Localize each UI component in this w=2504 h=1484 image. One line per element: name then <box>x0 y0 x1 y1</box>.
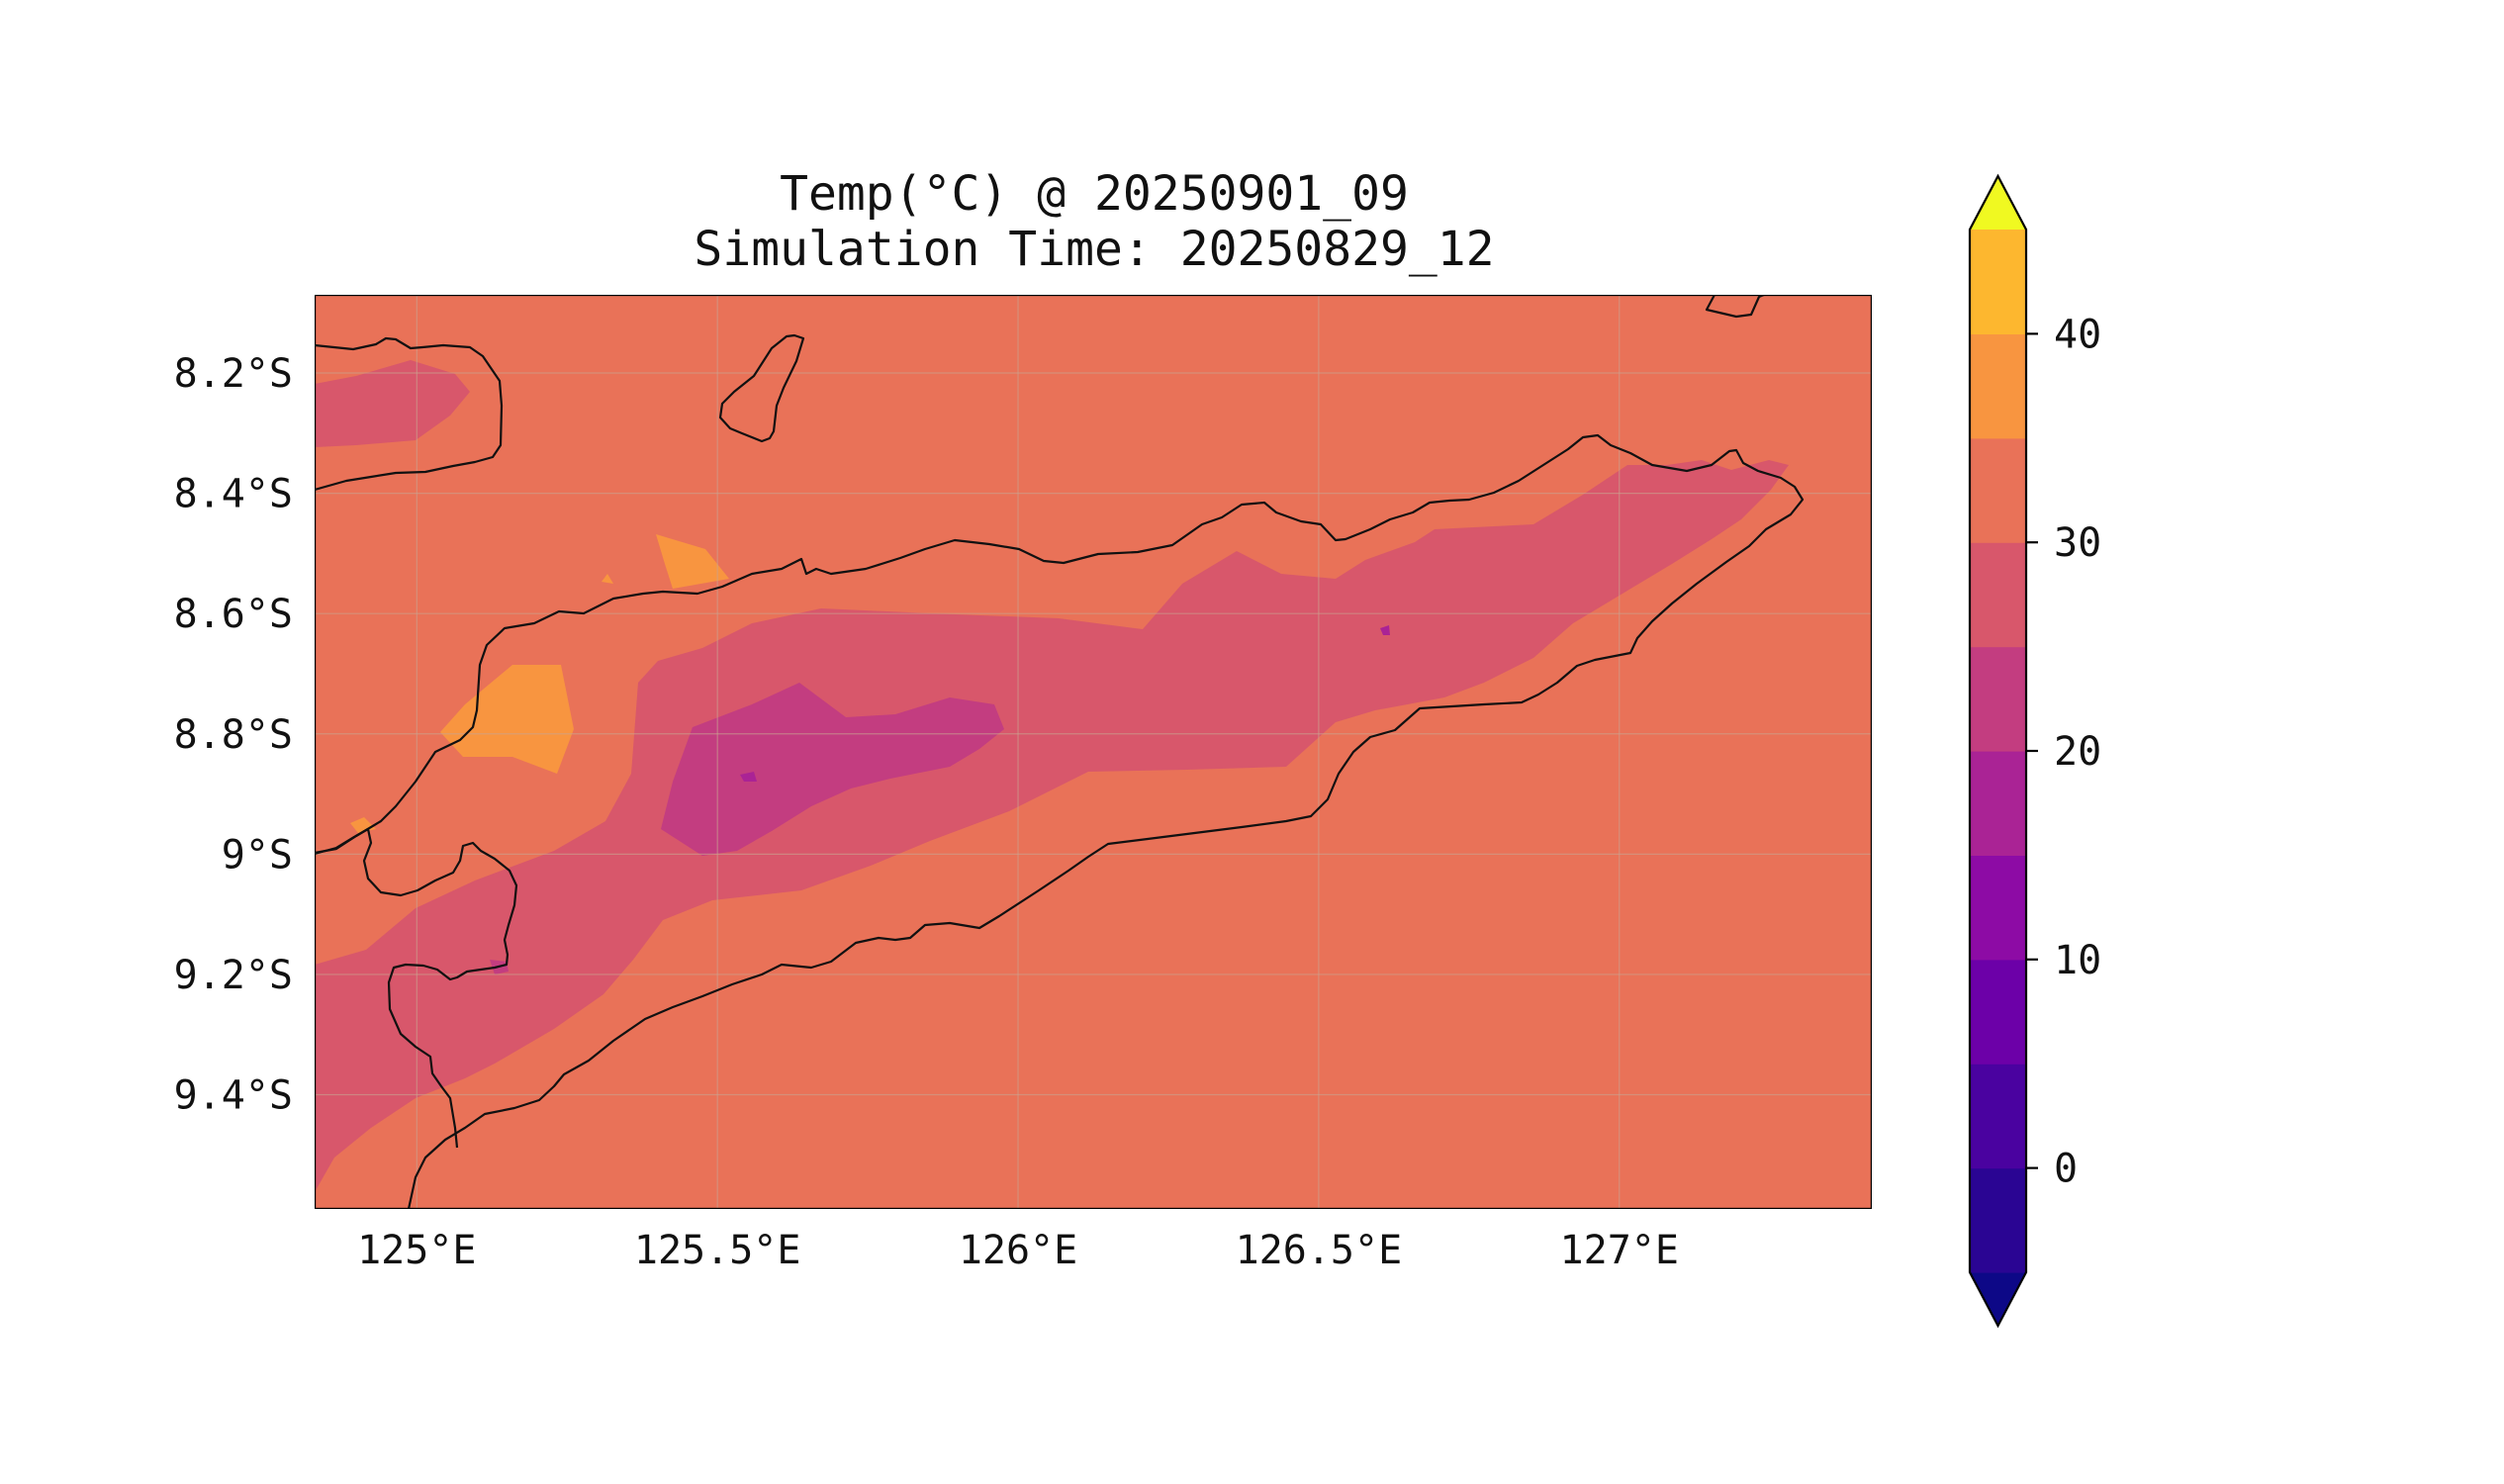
y-tick-label: 9°S <box>222 832 293 878</box>
x-tick-label: 125.5°E <box>634 1228 801 1273</box>
y-tick-label: 8.8°S <box>174 712 293 758</box>
temperature-region-30-35-small <box>602 574 613 584</box>
colorbar-band <box>1970 1167 2026 1273</box>
colorbar-band <box>1970 751 2026 856</box>
colorbar: 0 10 20 30 40 <box>1968 173 2101 1329</box>
y-tick-labels: 8.2°S 8.4°S 8.6°S 8.8°S 9°S 9.2°S 9.4°S <box>174 351 293 1118</box>
temperature-region-15-20 <box>661 683 1004 856</box>
colorbar-extend-over <box>1970 176 2026 230</box>
x-tick-label: 126.5°E <box>1236 1228 1403 1273</box>
coastline-timor-north <box>315 433 1805 1209</box>
colorbar-tick-label: 0 <box>2054 1147 2078 1192</box>
map-panel <box>315 295 1872 1209</box>
x-tick-label: 125°E <box>357 1228 476 1273</box>
x-tick-label: 127°E <box>1560 1228 1679 1273</box>
gridlines <box>315 295 1872 1209</box>
colorbar-tick-label: 40 <box>2054 312 2101 357</box>
coastlines <box>315 295 1805 1209</box>
temperature-region-10-15-spot <box>740 772 757 782</box>
y-tick-label: 9.2°S <box>174 953 293 998</box>
y-tick-label: 8.2°S <box>174 351 293 397</box>
colorbar-band <box>1970 1064 2026 1169</box>
y-tick-label: 9.4°S <box>174 1073 293 1119</box>
coastline-atauro-island <box>718 333 805 443</box>
x-tick-label: 126°E <box>959 1228 1077 1273</box>
colorbar-tick-label: 20 <box>2054 729 2101 775</box>
temperature-region-20-25 <box>315 360 470 447</box>
y-tick-label: 8.4°S <box>174 472 293 517</box>
colorbar-band <box>1970 230 2026 334</box>
coastline-wetar-island <box>315 336 504 492</box>
coastline-lesser-island-west <box>315 827 518 1149</box>
colorbar-band <box>1970 646 2026 752</box>
temperature-region-30-35 <box>656 534 729 589</box>
y-tick-label: 8.6°S <box>174 592 293 637</box>
colorbar-outline <box>1968 173 2028 1329</box>
colorbar-band <box>1970 959 2026 1065</box>
temperature-region-30-35 <box>440 665 574 774</box>
x-tick-labels: 125°E 125.5°E 126°E 126.5°E 127°E <box>357 1228 1679 1273</box>
title-line-1: Temp(°C) @ 20250901_09 <box>780 166 1409 222</box>
colorbar-extend-under <box>1970 1272 2026 1326</box>
colorbar-band <box>1970 437 2026 543</box>
title-line-2: Simulation Time: 20250829_12 <box>694 222 1494 277</box>
temperature-region-20-25 <box>315 460 1789 1192</box>
coastline-kisar-corner <box>1705 295 1765 319</box>
colorbar-band <box>1970 333 2026 439</box>
temperature-region-10-15-spot <box>1380 625 1390 635</box>
colorbar-band <box>1970 542 2026 648</box>
colorbar-tick-label: 30 <box>2054 520 2101 566</box>
colorbar-band <box>1970 855 2026 961</box>
colorbar-tick-label: 10 <box>2054 938 2101 983</box>
